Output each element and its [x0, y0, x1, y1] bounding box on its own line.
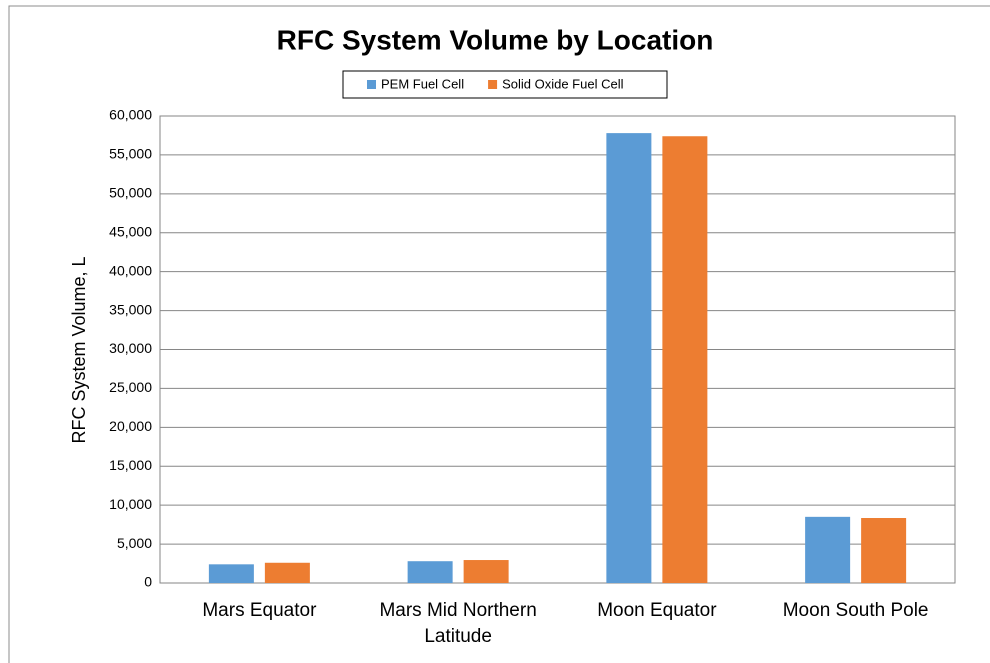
y-tick-label: 15,000: [109, 457, 152, 473]
y-tick-label: 30,000: [109, 340, 152, 356]
x-tick-label: Moon Equator: [597, 600, 717, 621]
x-tick-label: Moon South Pole: [782, 600, 929, 621]
bar: [264, 562, 310, 583]
x-tick-label: Mars Mid Northern Latitude: [379, 600, 537, 647]
y-tick-label: 0: [144, 574, 152, 590]
bar: [463, 560, 509, 583]
y-tick-label: 45,000: [109, 223, 152, 239]
bar: [805, 516, 851, 583]
y-tick-label: 10,000: [109, 496, 152, 512]
y-tick-label: 35,000: [109, 301, 152, 317]
y-tick-label: 5,000: [117, 535, 152, 551]
y-tick-label: 55,000: [109, 146, 152, 162]
y-tick-label: 25,000: [109, 379, 152, 395]
bar: [606, 133, 652, 583]
y-tick-label: 20,000: [109, 418, 152, 434]
legend-swatch: [488, 80, 498, 89]
y-tick-label: 40,000: [109, 262, 152, 278]
legend-label: Solid Oxide Fuel Cell: [502, 76, 623, 91]
chart-border: [8, 5, 990, 663]
legend-box: [342, 70, 668, 99]
plot-border: [159, 115, 956, 584]
legend-label: PEM Fuel Cell: [381, 76, 464, 91]
legend-swatch: [367, 80, 376, 89]
x-tick-label: Mars Equator: [202, 600, 317, 621]
bar: [662, 136, 708, 583]
chart-title: RFC System Volume by Location: [277, 24, 714, 55]
bar: [208, 564, 254, 583]
y-tick-label: 50,000: [109, 185, 152, 201]
y-axis-label: RFC System Volume, L: [69, 256, 89, 443]
y-tick-label: 60,000: [109, 107, 152, 123]
bar: [407, 561, 453, 583]
bar: [861, 518, 907, 583]
